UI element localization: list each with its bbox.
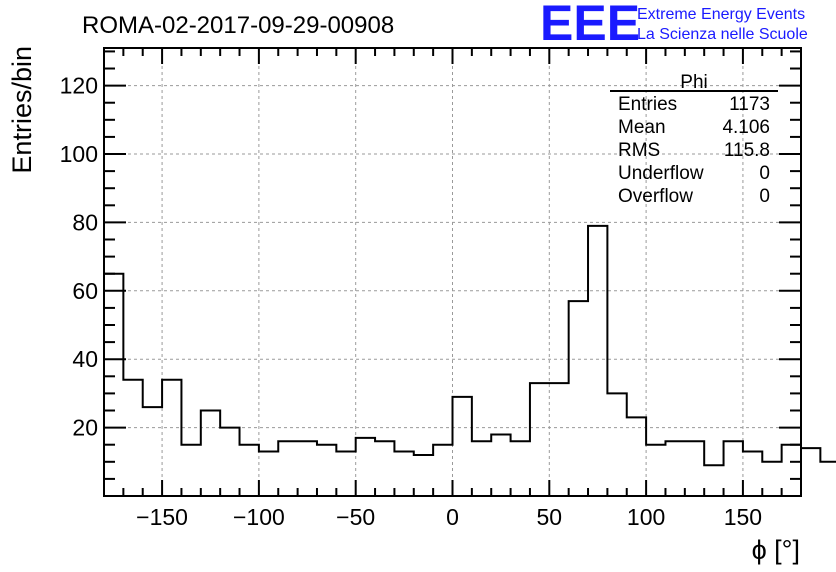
y-axis-title: Entries/bin <box>7 46 37 174</box>
chart-title: ROMA-02-2017-09-29-00908 <box>82 12 394 39</box>
x-tick-label: 0 <box>446 504 459 530</box>
stats-row-value: 0 <box>759 186 770 207</box>
stats-rows: Entries 1173 Mean 4.106 RMS 115.8 Underflow 0 Ov… <box>618 94 770 207</box>
histogram-bin <box>453 397 472 496</box>
y-tick-label: 20 <box>72 415 98 441</box>
y-tick-label: 100 <box>60 141 98 167</box>
histogram-bin <box>472 441 491 496</box>
histogram-bin <box>685 441 704 496</box>
histogram-bin <box>588 226 607 496</box>
stats-row-label: RMS <box>618 140 660 161</box>
histogram-bin <box>143 407 162 496</box>
x-tick-label: 50 <box>537 504 563 530</box>
y-tick-label: 60 <box>72 278 98 304</box>
histogram-bin <box>298 441 317 496</box>
histogram-bin <box>162 380 181 496</box>
stats-title: Phi <box>680 72 707 93</box>
histogram-bin <box>433 445 452 496</box>
stats-row-label: Overflow <box>618 186 693 207</box>
histogram-bin <box>278 441 297 496</box>
y-tick-label: 40 <box>72 346 98 372</box>
x-tick-label: −100 <box>233 504 285 530</box>
histogram-bin <box>375 441 394 496</box>
histogram-bin <box>414 455 433 496</box>
stats-row-value: 115.8 <box>724 140 770 161</box>
x-tick-label: −50 <box>336 504 375 530</box>
histogram-bin <box>104 274 123 496</box>
logo-line-2: La Scienza nelle Scuole <box>637 26 808 43</box>
histogram-bin <box>240 445 259 496</box>
histogram-bin <box>704 465 723 496</box>
histogram-bin <box>317 445 336 496</box>
histogram-bin <box>259 452 278 496</box>
stats-row-value: 4.106 <box>722 117 770 138</box>
stats-row-label: Entries <box>618 94 677 115</box>
histogram-bin <box>201 411 220 496</box>
eee-logo: EEE Extreme Energy Events La Scienza nel… <box>540 0 808 51</box>
histogram-bin <box>394 452 413 496</box>
histogram-bin <box>123 380 142 496</box>
histogram-bin <box>724 441 743 496</box>
histogram-bin <box>569 301 588 496</box>
x-tick-label: 100 <box>627 504 665 530</box>
histogram-bin <box>336 452 355 496</box>
axes: −150 −100 −50 0 50 100 150 20 40 60 80 100 120 <box>60 47 802 530</box>
histogram-line <box>103 224 836 496</box>
histogram-bin <box>743 452 762 496</box>
stats-row-label: Underflow <box>618 163 704 184</box>
stats-box: Phi Entries 1173 Mean 4.106 RMS 115.8 Underflo… <box>610 72 778 207</box>
histogram-bin <box>491 434 510 496</box>
histogram-bin <box>549 383 568 496</box>
x-tick-label: −150 <box>136 504 188 530</box>
histogram-bin <box>220 428 239 496</box>
histogram-bin <box>356 438 375 496</box>
x-axis-title: ϕ [°] <box>752 535 800 565</box>
stats-row-value: 0 <box>759 163 770 184</box>
histogram-bin <box>627 417 646 496</box>
histogram-bin <box>820 462 836 496</box>
histogram-bin <box>801 448 820 496</box>
histogram-bin <box>665 441 684 496</box>
histogram-bin <box>646 445 665 496</box>
histogram-bin <box>530 383 549 496</box>
histogram-bin <box>607 393 626 496</box>
logo-mark: EEE <box>540 0 640 51</box>
histogram-bin <box>782 445 801 496</box>
histogram-bin <box>181 445 200 496</box>
y-tick-label: 80 <box>72 209 98 235</box>
grid-lines <box>104 48 801 496</box>
stats-row-label: Mean <box>618 117 666 138</box>
histogram-bin <box>762 462 781 496</box>
x-tick-label: 150 <box>724 504 762 530</box>
stats-row-value: 1173 <box>729 94 770 115</box>
histogram-bin <box>511 441 530 496</box>
logo-line-1: Extreme Energy Events <box>637 6 805 23</box>
y-tick-label: 120 <box>60 73 98 99</box>
